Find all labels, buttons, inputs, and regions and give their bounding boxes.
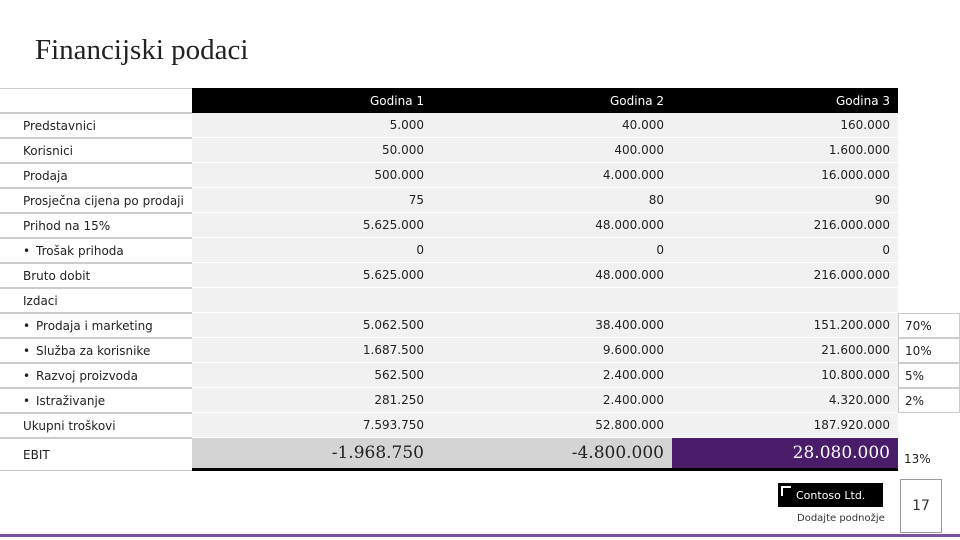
value-cell: 151.200.000 <box>672 313 898 338</box>
value-cell: 0 <box>432 238 672 263</box>
value-cell: 0 <box>192 238 432 263</box>
value-cell: 5.000 <box>192 113 432 138</box>
value-cell: -4.800.000 <box>432 438 672 471</box>
page-number: 17 <box>900 479 942 533</box>
row-label: Služba za korisnike <box>0 338 192 363</box>
row-label: Prosječna cijena po prodaji <box>0 188 192 213</box>
value-cell: 400.000 <box>432 138 672 163</box>
value-cell: 1.600.000 <box>672 138 898 163</box>
row-label: Izdaci <box>0 288 192 313</box>
empty-cell <box>192 288 432 313</box>
empty-cell <box>672 288 898 313</box>
row-label: EBIT <box>0 438 192 471</box>
column-header: Godina 1 <box>192 88 432 113</box>
header-blank <box>0 88 192 113</box>
bottom-rule <box>0 534 960 537</box>
value-cell: 50.000 <box>192 138 432 163</box>
value-cell: 4.320.000 <box>672 388 898 413</box>
value-cell: 5.062.500 <box>192 313 432 338</box>
column-header: Godina 2 <box>432 88 672 113</box>
row-label: Prihod na 15% <box>0 213 192 238</box>
value-cell: 562.500 <box>192 363 432 388</box>
value-cell: 48.000.000 <box>432 263 672 288</box>
value-cell: 1.687.500 <box>192 338 432 363</box>
row-label: Ukupni troškovi <box>0 413 192 438</box>
percent-cell: 10% <box>898 338 960 363</box>
row-label: Korisnici <box>0 138 192 163</box>
value-cell: 75 <box>192 188 432 213</box>
row-label: Razvoj proizvoda <box>0 363 192 388</box>
value-cell: 10.800.000 <box>672 363 898 388</box>
value-cell: 48.000.000 <box>432 213 672 238</box>
logo-corner <box>781 486 791 496</box>
row-label: Istraživanje <box>0 388 192 413</box>
value-cell: 21.600.000 <box>672 338 898 363</box>
percent-cell: 70% <box>898 313 960 338</box>
value-cell: 80 <box>432 188 672 213</box>
value-cell: 281.250 <box>192 388 432 413</box>
row-label: Trošak prihoda <box>0 238 192 263</box>
value-cell: 216.000.000 <box>672 263 898 288</box>
value-cell: 52.800.000 <box>432 413 672 438</box>
value-cell: 38.400.000 <box>432 313 672 338</box>
value-cell: 9.600.000 <box>432 338 672 363</box>
value-cell: 90 <box>672 188 898 213</box>
value-cell: 7.593.750 <box>192 413 432 438</box>
company-name: Contoso Ltd. <box>796 488 866 502</box>
value-cell: 187.920.000 <box>672 413 898 438</box>
row-label: Bruto dobit <box>0 263 192 288</box>
value-cell: 5.625.000 <box>192 213 432 238</box>
percent-cell: 5% <box>898 363 960 388</box>
value-cell: 160.000 <box>672 113 898 138</box>
value-cell: 216.000.000 <box>672 213 898 238</box>
percent-cell: 13% <box>904 451 931 466</box>
value-cell: 5.625.000 <box>192 263 432 288</box>
footer-text: Dodajte podnožje <box>797 513 885 524</box>
row-label: Prodaja i marketing <box>0 313 192 338</box>
value-cell: 4.000.000 <box>432 163 672 188</box>
value-cell: 0 <box>672 238 898 263</box>
value-cell: 16.000.000 <box>672 163 898 188</box>
value-cell: 40.000 <box>432 113 672 138</box>
value-cell: 500.000 <box>192 163 432 188</box>
value-cell: 28.080.000 <box>672 438 898 471</box>
value-cell: 2.400.000 <box>432 363 672 388</box>
value-cell: 2.400.000 <box>432 388 672 413</box>
row-label: Prodaja <box>0 163 192 188</box>
slide-title: Financijski podaci <box>35 34 249 66</box>
row-label: Predstavnici <box>0 113 192 138</box>
column-header: Godina 3 <box>672 88 898 113</box>
value-cell: -1.968.750 <box>192 438 432 471</box>
empty-cell <box>432 288 672 313</box>
footer-logo: Contoso Ltd. <box>778 483 883 507</box>
percent-cell: 2% <box>898 388 960 413</box>
